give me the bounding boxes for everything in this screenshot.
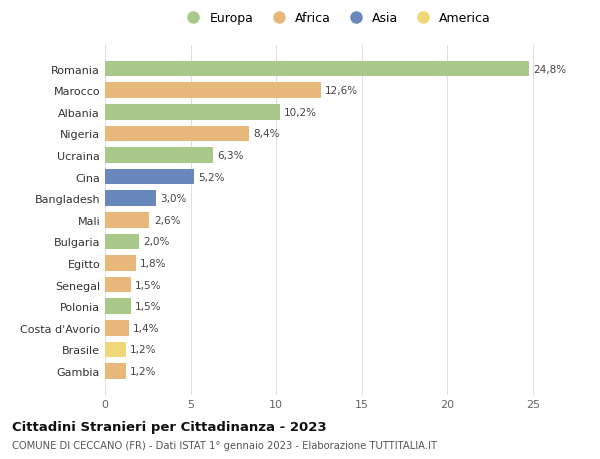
Bar	[105, 364, 125, 379]
Text: 2,6%: 2,6%	[154, 215, 180, 225]
Text: 1,2%: 1,2%	[130, 366, 157, 376]
Text: 5,2%: 5,2%	[198, 172, 225, 182]
Text: Cittadini Stranieri per Cittadinanza - 2023: Cittadini Stranieri per Cittadinanza - 2…	[12, 420, 326, 433]
Bar	[105, 213, 149, 228]
Text: 8,4%: 8,4%	[253, 129, 280, 139]
Text: 1,5%: 1,5%	[135, 280, 161, 290]
Text: 1,2%: 1,2%	[130, 345, 157, 354]
Text: 10,2%: 10,2%	[284, 107, 317, 118]
Text: 1,5%: 1,5%	[135, 302, 161, 312]
Bar	[105, 256, 136, 271]
Bar	[105, 342, 125, 358]
Bar	[105, 234, 139, 250]
Text: 24,8%: 24,8%	[533, 65, 567, 74]
Text: COMUNE DI CECCANO (FR) - Dati ISTAT 1° gennaio 2023 - Elaborazione TUTTITALIA.IT: COMUNE DI CECCANO (FR) - Dati ISTAT 1° g…	[12, 440, 437, 450]
Bar	[105, 299, 131, 314]
Bar	[105, 148, 213, 163]
Bar	[105, 277, 131, 293]
Text: 6,3%: 6,3%	[217, 151, 244, 161]
Bar	[105, 83, 320, 99]
Text: 12,6%: 12,6%	[325, 86, 358, 96]
Bar	[105, 105, 280, 120]
Text: 2,0%: 2,0%	[143, 237, 170, 247]
Bar	[105, 191, 157, 207]
Legend: Europa, Africa, Asia, America: Europa, Africa, Asia, America	[181, 12, 491, 25]
Bar	[105, 62, 529, 77]
Bar	[105, 320, 129, 336]
Text: 1,8%: 1,8%	[140, 258, 167, 269]
Bar	[105, 169, 194, 185]
Text: 3,0%: 3,0%	[161, 194, 187, 204]
Text: 1,4%: 1,4%	[133, 323, 160, 333]
Bar	[105, 126, 249, 142]
